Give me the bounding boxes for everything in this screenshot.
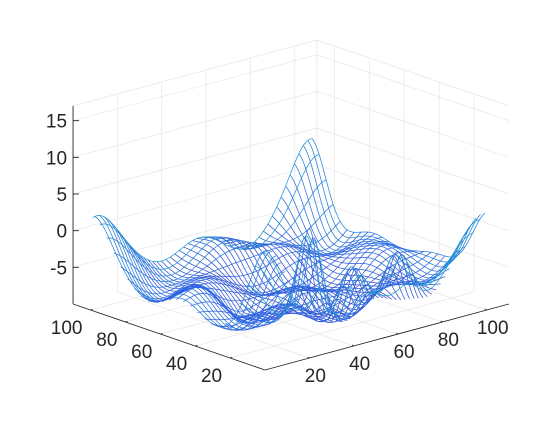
mesh-line-x84 [276, 206, 450, 284]
grid-line-15 [72, 200, 318, 268]
x-tick-label-100: 100 [477, 318, 509, 339]
x-tick-mark-100 [484, 308, 487, 311]
mesh-line-y40 [197, 250, 417, 321]
mesh-line-y44 [190, 247, 410, 324]
mesh-line-x2 [94, 216, 268, 328]
z-tick-label-2: 5 [56, 185, 67, 206]
x-tick-mark-60 [396, 332, 399, 335]
grid-line-18 [72, 91, 318, 158]
grid-layer [72, 39, 509, 359]
mesh-line-y100 [92, 138, 313, 263]
y-tick-label-60: 60 [131, 342, 152, 363]
grid-line-5 [230, 291, 475, 359]
mesh-line-y36 [204, 251, 425, 321]
mesh-line-y32 [211, 251, 432, 327]
mesh-line-x90 [289, 174, 464, 279]
x-tick-mark-80 [440, 320, 443, 323]
mesh-line-y76 [134, 232, 355, 300]
mesh-line-y72 [141, 231, 362, 302]
x-tick-label-80: 80 [438, 330, 459, 351]
z-tick-label-3: 10 [46, 148, 67, 169]
mesh-line-y28 [218, 253, 439, 331]
mesh-line-y20 [232, 256, 453, 327]
mesh-line-x10 [112, 223, 286, 331]
y-tick-mark-60 [160, 332, 163, 335]
mesh-line-y88 [113, 204, 334, 282]
mesh-line-y8 [253, 232, 473, 315]
x-tick-label-60: 60 [393, 342, 414, 363]
y-tick-mark-20 [229, 356, 233, 359]
y-tick-label-100: 100 [51, 318, 83, 339]
y-axis-line [72, 303, 266, 371]
mesh-line-x30 [156, 237, 331, 324]
grid-line-0 [117, 291, 310, 359]
x-tick-mark-20 [307, 356, 310, 359]
grid-line-9 [90, 243, 335, 311]
mesh-line-y12 [246, 235, 466, 317]
grid-line-31 [316, 39, 509, 107]
surface-mesh [92, 138, 486, 331]
x-tick-label-40: 40 [349, 354, 370, 375]
grid-line-19 [72, 54, 318, 122]
grid-line-26 [316, 164, 509, 232]
y-tick-label-20: 20 [201, 366, 222, 387]
grid-line-16 [72, 164, 318, 232]
mesh-line-x88 [285, 185, 459, 281]
mesh-line-x4 [99, 215, 273, 329]
grid-line-2 [205, 267, 399, 335]
x-axis-line [264, 303, 509, 371]
y-tick-mark-80 [125, 320, 128, 323]
y-tick-mark-40 [195, 344, 198, 347]
mesh-line-y92 [106, 179, 327, 277]
grid-line-25 [316, 201, 509, 268]
y-tick-mark-100 [90, 308, 93, 311]
z-tick-label-1: 0 [56, 222, 67, 243]
grid-line-28 [316, 91, 509, 158]
mesh-line-y68 [148, 231, 369, 302]
mesh-line-y96 [99, 154, 320, 270]
y-tick-label-80: 80 [96, 330, 117, 351]
axes [72, 106, 509, 371]
y-tick-label-40: 40 [166, 354, 187, 375]
tick-labels: 20 40 60 80 100 20 40 60 80 100 -5 0 5 10 15 [46, 112, 509, 387]
grid-line-27 [316, 127, 509, 195]
z-tick-label-4: 15 [46, 112, 67, 133]
grid-line-30 [72, 39, 318, 107]
x-tick-mark-40 [351, 344, 354, 347]
mesh-line-y80 [127, 229, 348, 295]
mesh-line-x48 [196, 238, 370, 323]
mesh-line-y24 [225, 255, 446, 331]
grid-line-17 [72, 127, 318, 195]
mesh-line-y16 [239, 254, 460, 323]
grid-line-29 [316, 54, 509, 122]
mesh-line-y4 [260, 219, 480, 320]
grid-line-7 [160, 267, 405, 335]
x-tick-label-20: 20 [305, 366, 326, 387]
mesh-line-y84 [120, 221, 341, 288]
grid-line-6 [195, 279, 440, 347]
mesh-line-y48 [183, 244, 404, 322]
z-tick-label-0: -5 [50, 258, 67, 279]
mesh-line-x50 [201, 236, 375, 323]
